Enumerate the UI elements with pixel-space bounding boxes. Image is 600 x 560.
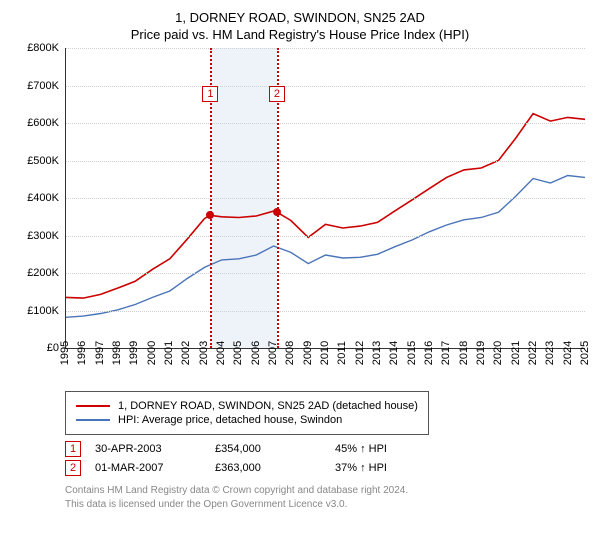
series-line-subject: [66, 114, 585, 299]
chart-row: £0£100K£200K£300K£400K£500K£600K£700K£80…: [15, 48, 585, 349]
x-tick-label: 2003: [198, 341, 210, 365]
legend-row: 1, DORNEY ROAD, SWINDON, SN25 2AD (detac…: [76, 400, 418, 412]
sales-table: 1 30-APR-2003£354,00045% ↑ HPI 2 01-MAR-200…: [65, 441, 585, 476]
x-tick-label: 2000: [146, 341, 158, 365]
sale-point: [273, 208, 281, 216]
y-axis: £0£100K£200K£300K£400K£500K£600K£700K£80…: [15, 48, 65, 348]
x-tick-label: 1998: [111, 341, 123, 365]
x-tick-label: 1995: [59, 341, 71, 365]
sale-row: 2 01-MAR-2007£363,00037% ↑ HPI: [65, 460, 585, 476]
x-tick-label: 2023: [544, 341, 556, 365]
y-tick-label: £700K: [27, 80, 59, 92]
x-tick-label: 2021: [510, 341, 522, 365]
x-tick-label: 2001: [163, 341, 175, 365]
sale-price: £354,000: [215, 443, 335, 455]
x-tick-label: 2020: [492, 341, 504, 365]
gridline-horizontal: [66, 161, 585, 162]
legend-swatch: [76, 405, 110, 407]
sale-date: 30-APR-2003: [95, 443, 215, 455]
x-tick-label: 2012: [354, 341, 366, 365]
legend-row: HPI: Average price, detached house, Swin…: [76, 414, 418, 426]
gridline-horizontal: [66, 48, 585, 49]
gridline-horizontal: [66, 123, 585, 124]
x-tick-label: 2017: [440, 341, 452, 365]
sale-index-badge: 1: [65, 441, 81, 457]
x-tick-label: 1996: [76, 341, 88, 365]
y-tick-label: £200K: [27, 267, 59, 279]
y-tick-label: £600K: [27, 117, 59, 129]
sale-date: 01-MAR-2007: [95, 462, 215, 474]
x-tick-label: 2013: [371, 341, 383, 365]
x-tick-label: 2011: [336, 341, 348, 365]
legend-swatch: [76, 419, 110, 421]
title-subtitle: Price paid vs. HM Land Registry's House …: [15, 27, 585, 42]
y-tick-label: £800K: [27, 42, 59, 54]
x-tick-label: 2016: [423, 341, 435, 365]
sale-price: £363,000: [215, 462, 335, 474]
sale-marker-label: 2: [269, 86, 285, 102]
x-tick-label: 2015: [406, 341, 418, 365]
x-tick-label: 1999: [128, 341, 140, 365]
x-tick-label: 2018: [458, 341, 470, 365]
title-address: 1, DORNEY ROAD, SWINDON, SN25 2AD: [15, 10, 585, 25]
x-tick-label: 2019: [475, 341, 487, 365]
sale-point: [206, 211, 214, 219]
sale-index-badge: 2: [65, 460, 81, 476]
sale-delta: 37% ↑ HPI: [335, 462, 455, 474]
x-tick-label: 2004: [215, 341, 227, 365]
x-tick-label: 2008: [284, 341, 296, 365]
x-tick-label: 2022: [527, 341, 539, 365]
chart-container: 1, DORNEY ROAD, SWINDON, SN25 2AD Price …: [0, 0, 600, 521]
gridline-horizontal: [66, 273, 585, 274]
footer-line2: This data is licensed under the Open Gov…: [65, 498, 585, 512]
x-tick-label: 2006: [250, 341, 262, 365]
x-tick-label: 2002: [180, 341, 192, 365]
x-axis: 1995199619971998199920002001200220032004…: [65, 349, 585, 385]
x-tick-label: 2014: [388, 341, 400, 365]
x-tick-label: 2025: [579, 341, 591, 365]
plot-area: 12: [65, 48, 585, 349]
titles: 1, DORNEY ROAD, SWINDON, SN25 2AD Price …: [15, 10, 585, 42]
x-tick-label: 2010: [319, 341, 331, 365]
x-tick-label: 2009: [302, 341, 314, 365]
x-tick-label: 2007: [267, 341, 279, 365]
sale-row: 1 30-APR-2003£354,00045% ↑ HPI: [65, 441, 585, 457]
footer: Contains HM Land Registry data © Crown c…: [65, 484, 585, 511]
y-tick-label: £400K: [27, 192, 59, 204]
gridline-horizontal: [66, 236, 585, 237]
y-tick-label: £300K: [27, 230, 59, 242]
footer-line1: Contains HM Land Registry data © Crown c…: [65, 484, 585, 498]
gridline-horizontal: [66, 311, 585, 312]
x-tick-label: 2024: [562, 341, 574, 365]
sale-delta: 45% ↑ HPI: [335, 443, 455, 455]
gridline-horizontal: [66, 198, 585, 199]
series-line-hpi: [66, 176, 585, 318]
legend-label: 1, DORNEY ROAD, SWINDON, SN25 2AD (detac…: [118, 400, 418, 412]
legend: 1, DORNEY ROAD, SWINDON, SN25 2AD (detac…: [65, 391, 429, 435]
x-tick-label: 1997: [94, 341, 106, 365]
y-tick-label: £500K: [27, 155, 59, 167]
y-tick-label: £0: [47, 342, 59, 354]
gridline-horizontal: [66, 86, 585, 87]
sale-marker-label: 1: [202, 86, 218, 102]
x-tick-label: 2005: [232, 341, 244, 365]
legend-label: HPI: Average price, detached house, Swin…: [118, 414, 342, 426]
y-tick-label: £100K: [27, 305, 59, 317]
